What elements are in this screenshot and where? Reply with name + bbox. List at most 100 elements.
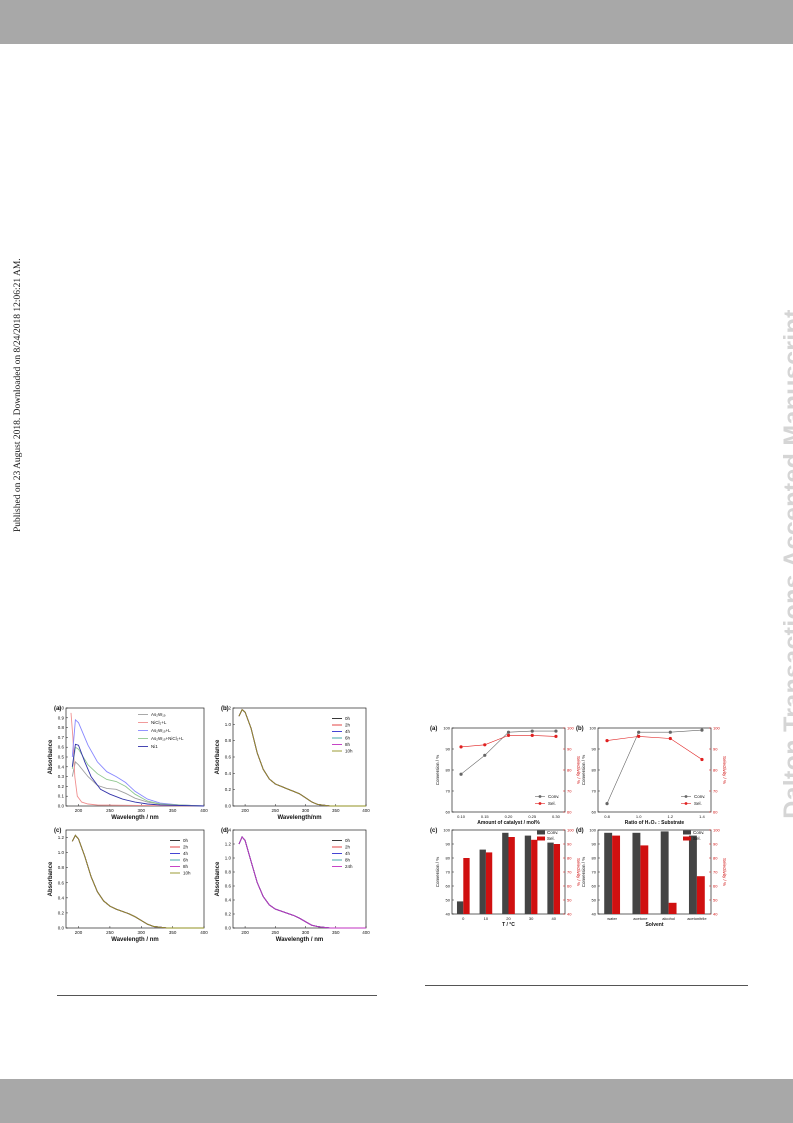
- left-b-ytick-label: 1.2: [225, 706, 232, 711]
- left-b-ylabel: Absorbance: [215, 739, 221, 774]
- right-a-ytick-label: 90: [446, 747, 451, 752]
- right-d-xtick-label: alcohol: [662, 916, 675, 921]
- right-d-ylabel: Conversion / %: [581, 857, 586, 888]
- left-b-ytick-label: 0.2: [225, 787, 232, 792]
- right-d-legend-swatch: [683, 836, 691, 841]
- right-c-panel-label: (c): [430, 828, 437, 834]
- right-a-series-line: [460, 730, 556, 775]
- right-d-panel-label: (d): [576, 828, 584, 834]
- right-c-bar: [553, 844, 561, 914]
- right-a-point: [530, 733, 534, 737]
- right-c-ylabel-right: Selectivity / %: [576, 858, 581, 886]
- right-b-point: [700, 757, 704, 762]
- right-d-bar: [640, 845, 649, 914]
- left-a-legend-label: Ni1: [151, 744, 158, 749]
- right-b-point: [605, 739, 609, 743]
- right-d-bar: [696, 876, 705, 914]
- left-b-xtick-label: 200: [241, 808, 249, 813]
- left-c-ytick-label: 1.2: [58, 835, 65, 840]
- right-a-ytick-right-label: 70: [567, 789, 572, 794]
- left-d-ytick-label: 0.8: [225, 870, 232, 875]
- left-b-xtick-label: 400: [362, 808, 370, 813]
- right-b-series-line: [606, 736, 703, 760]
- right-a-xtick-label: 0.15: [481, 814, 490, 819]
- right-b-ytick-label: 100: [589, 726, 596, 731]
- left-d-legend-label: 4h: [345, 851, 351, 856]
- left-a-series-line: [71, 718, 205, 807]
- left-d-frame: [232, 829, 367, 929]
- right-a-legend-marker: [538, 795, 542, 798]
- right-a-point: [483, 743, 487, 747]
- right-a-frame: [451, 727, 566, 813]
- right-c-ytick-label: 80: [446, 856, 451, 861]
- right-a-ytick-label: 70: [446, 789, 451, 794]
- left-a-ytick-label: 0.2: [58, 784, 65, 789]
- right-b-ytick-right-label: 100: [713, 726, 720, 731]
- right-d-xtick-label: acetone: [633, 916, 648, 921]
- right-b-ylabel-right: Selectivity / %: [722, 756, 727, 784]
- right-c-ylabel: Conversion / %: [435, 857, 440, 888]
- right-a-ytick-label: 60: [446, 810, 451, 815]
- left-c-ytick-label: 0.0: [58, 926, 65, 931]
- right-b-ylabel: Conversion / %: [581, 755, 586, 786]
- right-c-ytick-label: 100: [443, 828, 450, 833]
- left-a-series-line: [70, 712, 205, 807]
- left-b-legend-label: 8h: [345, 742, 351, 747]
- left-d-xtick-label: 300: [302, 930, 310, 935]
- right-d-legend-swatch: [683, 830, 691, 835]
- right-d-ytick-label: 100: [589, 828, 596, 833]
- right-c-bar: [531, 839, 538, 914]
- left-d-ytick-label: 1.2: [225, 842, 232, 847]
- right-d-xtick-label: acetonitrile: [687, 916, 707, 921]
- right-c-ytick-right-label: 70: [567, 870, 572, 875]
- left-a-xtick-label: 250: [106, 808, 114, 813]
- right-d-ytick-right-label: 60: [713, 884, 718, 889]
- right-b-point: [668, 730, 672, 734]
- left-b-legend-label: 4h: [345, 729, 351, 734]
- left-c-ylabel: Absorbance: [48, 861, 54, 896]
- left-c-legend-label: 0h: [183, 838, 189, 843]
- right-d-ytick-label: 70: [592, 870, 597, 875]
- left-c-series-line: [71, 834, 204, 929]
- right-a-point: [459, 745, 463, 749]
- right-d-ytick-right-label: 70: [713, 870, 718, 875]
- right-a-point: [530, 729, 534, 733]
- right-c-ytick-label: 70: [446, 870, 451, 875]
- left-c-xtick-label: 200: [75, 930, 83, 935]
- left-d-xtick-label: 200: [241, 930, 249, 935]
- right-a-ytick-label: 100: [443, 726, 450, 731]
- left-b-legend-label: 6h: [345, 736, 351, 741]
- right-c-ytick-right-label: 90: [567, 842, 572, 847]
- right-figure-rule: [425, 985, 748, 986]
- right-b-xtick-label: 1.2: [668, 814, 674, 819]
- left-c-ytick-label: 0.2: [58, 910, 65, 915]
- left-c-legend-label: 6h: [183, 858, 189, 863]
- right-c-xlabel: T / °C: [502, 922, 515, 928]
- right-b-xlabel: Ratio of H₂O₂ : Substrate: [625, 820, 685, 826]
- right-b-ytick-label: 60: [592, 810, 597, 815]
- right-d-bar: [688, 835, 697, 914]
- left-b-xtick-label: 250: [272, 808, 280, 813]
- left-c-frame: [65, 829, 205, 929]
- left-d-ytick-label: 0.4: [225, 898, 232, 903]
- left-d-ylabel: Absorbance: [215, 861, 221, 896]
- right-c-xtick-label: 40: [551, 916, 556, 921]
- left-a-xlabel: Wavelength / nm: [111, 815, 158, 821]
- right-d-ylabel-right: Selectivity / %: [722, 858, 727, 886]
- right-a-legend-label: Sel.: [548, 801, 556, 806]
- right-c-bar: [485, 852, 493, 914]
- left-a-legend-label: As₂W₁₉+NiCl₂+L: [151, 736, 184, 741]
- right-c-bar: [479, 849, 486, 914]
- right-d-ytick-right-label: 100: [713, 828, 720, 833]
- header-bar: [0, 0, 793, 44]
- left-d-xlabel: Wavelength / nm: [276, 937, 323, 943]
- right-a-legend-label: Conv.: [548, 794, 559, 799]
- left-c-xtick-label: 250: [106, 930, 114, 935]
- left-a-ytick-label: 0.8: [58, 725, 65, 730]
- left-a-legend-label: As₂W₁₉+L: [151, 728, 171, 733]
- left-a-ytick-label: 0.5: [58, 755, 65, 760]
- right-c-bar: [502, 832, 509, 914]
- right-d-legend-label: Conv.: [693, 830, 704, 835]
- right-d-ytick-label: 60: [592, 884, 597, 889]
- right-c-bar: [524, 835, 532, 914]
